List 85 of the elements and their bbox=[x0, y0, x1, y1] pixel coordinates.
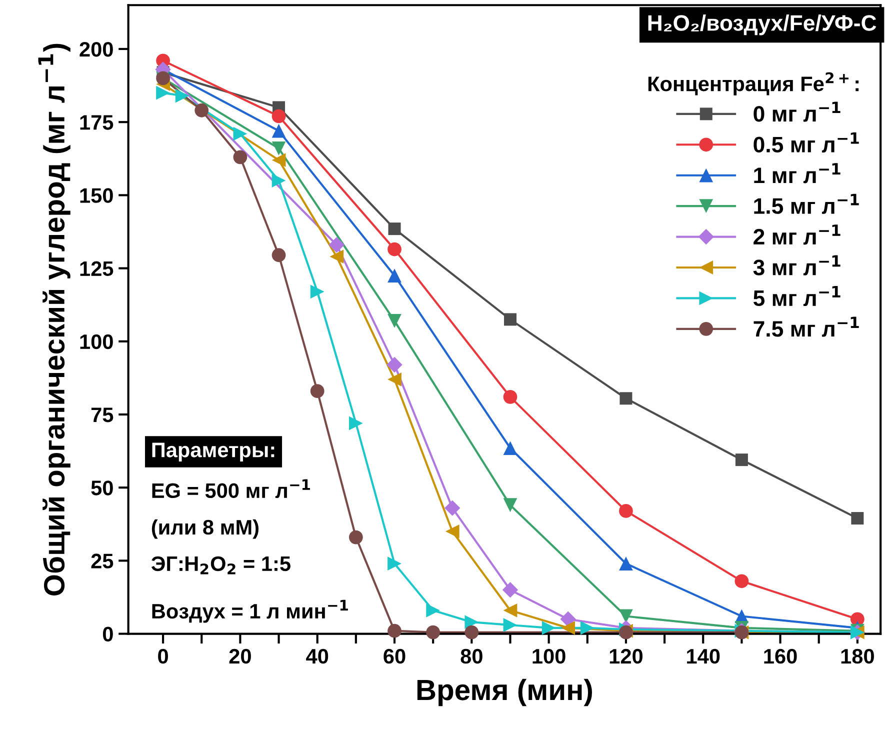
legend-label: 0.5 мг л$^{−1}$ bbox=[754, 132, 859, 152]
y-tick-label: 75 bbox=[91, 408, 114, 422]
point bbox=[426, 603, 440, 618]
point bbox=[620, 392, 632, 405]
point bbox=[233, 150, 248, 164]
point bbox=[328, 237, 344, 253]
point bbox=[619, 504, 633, 518]
point bbox=[388, 222, 401, 236]
point bbox=[851, 512, 864, 525]
y-tick-label: 0 bbox=[102, 626, 113, 642]
legend-label: 3 мг л$^{−1}$ bbox=[753, 255, 840, 276]
x-tick-label: 40 bbox=[306, 648, 328, 664]
point bbox=[504, 313, 516, 326]
point bbox=[503, 603, 518, 618]
x-tick-label: 0 bbox=[158, 648, 168, 664]
point bbox=[444, 500, 460, 516]
point bbox=[348, 416, 363, 430]
legend-label: 2 мг л$^{−1}$ bbox=[754, 224, 840, 245]
point bbox=[445, 524, 460, 538]
x-tick-label: 60 bbox=[384, 648, 406, 664]
x-tick-label: 180 bbox=[841, 648, 874, 664]
point bbox=[310, 384, 324, 398]
point bbox=[233, 126, 248, 141]
point bbox=[502, 582, 518, 598]
point bbox=[426, 625, 440, 640]
point bbox=[464, 615, 479, 630]
point bbox=[272, 141, 286, 156]
point bbox=[503, 390, 518, 404]
y-tick-label: 200 bbox=[80, 42, 113, 57]
point bbox=[388, 372, 402, 386]
x-tick-label: 20 bbox=[229, 648, 251, 664]
annotation: (или 8 мМ) bbox=[152, 519, 259, 539]
legend-label: 1 мг л$^{−1}$ bbox=[754, 163, 840, 184]
x-tick-label: 160 bbox=[764, 648, 797, 664]
point bbox=[386, 356, 402, 373]
point bbox=[156, 86, 170, 100]
legend-label: 5 мг л$^{−1}$ bbox=[753, 286, 840, 306]
point bbox=[503, 498, 518, 512]
annotation: Воздух = 1 л мин$^{−1}$ bbox=[152, 600, 348, 623]
legend-label: 1.5 мг л$^{−1}$ bbox=[754, 194, 859, 214]
y-tick-label: 50 bbox=[91, 480, 113, 496]
chart-title: H₂O₂/воздух/Fe/УФ-С bbox=[648, 14, 876, 36]
point bbox=[388, 242, 402, 256]
point bbox=[388, 556, 402, 571]
y-tick-label: 100 bbox=[80, 334, 113, 350]
annotation: EG = 500 мг л$^{−1}$ bbox=[152, 479, 310, 498]
point bbox=[580, 620, 594, 635]
point bbox=[619, 609, 633, 624]
x-tick-label: 120 bbox=[610, 648, 642, 664]
point bbox=[310, 284, 324, 299]
point bbox=[561, 620, 576, 635]
y-tick-label: 175 bbox=[80, 115, 114, 130]
point bbox=[272, 124, 286, 138]
point bbox=[272, 248, 286, 262]
x-axis-title: Время (мин) bbox=[417, 678, 592, 706]
annotation: Параметры: bbox=[152, 442, 274, 462]
point bbox=[388, 624, 402, 638]
legend-label: 7.5 мг л$^{−1}$ bbox=[754, 316, 859, 337]
point bbox=[272, 174, 286, 188]
legend-label: 0 мг л$^{−1}$ bbox=[754, 102, 840, 122]
point bbox=[542, 620, 556, 635]
point bbox=[464, 625, 479, 640]
point bbox=[330, 250, 344, 264]
y-tick-label: 25 bbox=[91, 554, 114, 568]
point bbox=[734, 574, 749, 588]
point bbox=[348, 530, 363, 544]
point bbox=[388, 268, 402, 283]
x-tick-label: 100 bbox=[532, 648, 566, 664]
point bbox=[619, 556, 633, 571]
point bbox=[503, 441, 518, 456]
point bbox=[175, 88, 190, 103]
legend-title: Концентрация Fe$^{2+}$: bbox=[648, 72, 859, 96]
annotation: ЭГ:H$_{2}$O$_{2}$ = 1:5 bbox=[151, 556, 290, 574]
y-axis-title: Общий органический углерод (мг л$^{−1}$) bbox=[38, 44, 70, 596]
x-tick-label: 80 bbox=[460, 648, 482, 664]
point bbox=[560, 611, 576, 628]
x-tick-label: 140 bbox=[687, 648, 720, 664]
point bbox=[388, 314, 402, 328]
y-tick-label: 150 bbox=[80, 188, 113, 203]
y-tick-label: 125 bbox=[80, 261, 114, 276]
point bbox=[735, 454, 748, 466]
point bbox=[503, 618, 518, 632]
point bbox=[272, 153, 286, 168]
point bbox=[272, 109, 286, 124]
point bbox=[194, 103, 209, 118]
